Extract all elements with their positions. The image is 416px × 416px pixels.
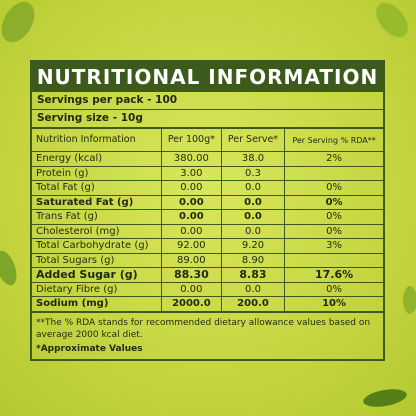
table-cell: 8.83 [220,267,286,283]
table-cell: Total Sugars (g) [32,252,162,268]
table-row: Sodium (mg) 2000.0 200.0 10% [32,296,383,312]
table-row: Added Sugar (g) 88.30 8.83 17.6% [32,267,383,283]
table-cell: 0% [284,209,383,225]
table-cell: 0.0 [220,209,286,225]
table-cell: 0% [284,194,383,210]
table-row: Total Sugars (g) 89.00 8.90 [32,252,383,268]
table-row: Total Carbohydrate (g) 92.00 9.20 3% [32,238,383,254]
table-cell: 89.00 [160,252,222,268]
table-cell: Total Carbohydrate (g) [32,238,162,254]
servings-per-pack: Servings per pack - 100 [32,92,383,110]
table-cell: Added Sugar (g) [32,267,162,283]
title: NUTRITIONAL INFORMATION [32,62,383,92]
table-cell: 9.20 [220,238,286,254]
table-cell: 0.0 [220,223,286,239]
table-cell: 380.00 [160,151,222,167]
nutrition-card: NUTRITIONAL INFORMATION Servings per pac… [30,60,385,361]
table-cell: 0.0 [220,180,286,196]
table-row: Energy (kcal) 380.00 38.0 2% [32,151,383,167]
column-header: Per Serving % RDA** [284,128,383,152]
table-row: Dietary Fibre (g) 0.00 0.0 0% [32,281,383,297]
table-cell: Cholesterol (mg) [32,223,162,239]
table-cell: 88.30 [160,267,222,283]
table-cell: 0.00 [160,281,222,297]
table-cell: 2000.0 [160,296,222,312]
footnote: **The % RDA stands for recommended dieta… [36,317,371,340]
table-cell: 3.00 [160,165,222,181]
table-cell: 0% [284,223,383,239]
table-row: Protein (g) 3.00 0.3 [32,165,383,181]
table-cell: 0.00 [160,180,222,196]
table-cell: Dietary Fibre (g) [32,281,162,297]
table-cell: 10% [284,296,383,312]
serving-size: Serving size - 10g [32,110,383,128]
table-cell: 0.0 [220,281,286,297]
table-cell: 3% [284,238,383,254]
footnotes: **The % RDA stands for recommended dieta… [32,311,383,359]
table-cell: Trans Fat (g) [32,209,162,225]
table-cell: 2% [284,151,383,167]
table-cell: 0.0 [220,194,286,210]
table-cell: Protein (g) [32,165,162,181]
table-row: Saturated Fat (g) 0.00 0.0 0% [32,194,383,210]
table-cell: Total Fat (g) [32,180,162,196]
table-cell [284,165,383,181]
table-cell: 0% [284,180,383,196]
table-cell: Energy (kcal) [32,151,162,167]
table-cell: Saturated Fat (g) [32,194,162,210]
nutrition-table: Nutrition Information Per 100g* Per Serve*… [32,128,383,312]
table-cell: 8.90 [220,252,286,268]
table-cell: 0.00 [160,209,222,225]
table-cell: 38.0 [220,151,286,167]
table-row: Total Fat (g) 0.00 0.0 0% [32,180,383,196]
table-row: Cholesterol (mg) 0.00 0.0 0% [32,223,383,239]
table-cell: 0.3 [220,165,286,181]
table-cell: 0.00 [160,194,222,210]
column-header: Per Serve* [220,128,286,152]
footnote: *Approximate Values [36,343,143,354]
table-cell: 200.0 [220,296,286,312]
column-header: Per 100g* [160,128,222,152]
column-header: Nutrition Information [32,128,162,152]
table-cell [284,252,383,268]
table-cell: 0% [284,281,383,297]
table-cell: Sodium (mg) [32,296,162,312]
table-cell: 0.00 [160,223,222,239]
table-cell: 92.00 [160,238,222,254]
table-row: Trans Fat (g) 0.00 0.0 0% [32,209,383,225]
table-cell: 17.6% [284,267,383,283]
